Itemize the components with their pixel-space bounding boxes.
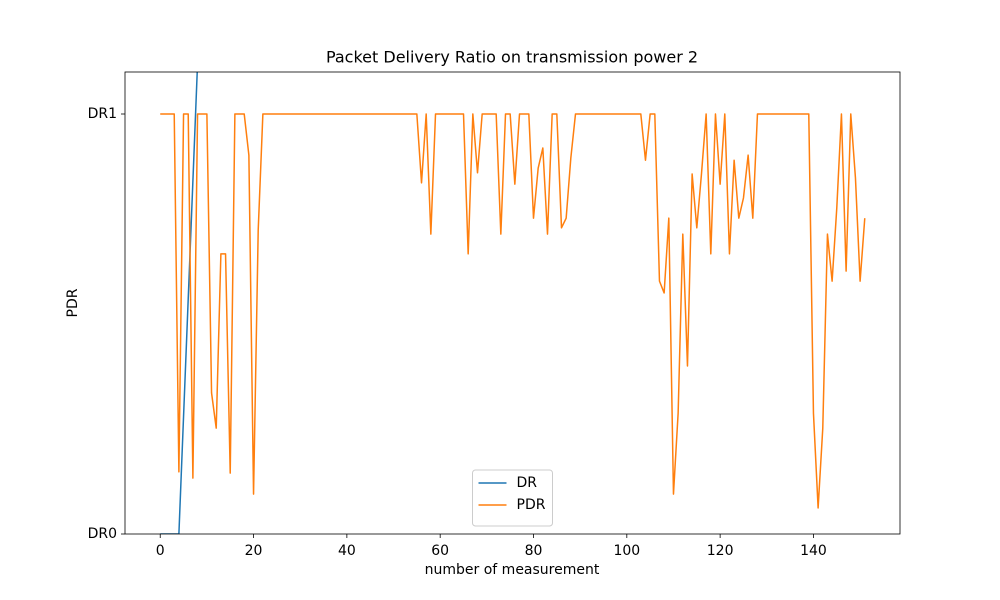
x-axis-label: number of measurement (425, 562, 600, 578)
x-tick-label: 120 (707, 543, 734, 559)
x-tick-label: 100 (613, 543, 640, 559)
x-tick-label: 80 (525, 543, 543, 559)
data-line (160, 72, 198, 534)
y-tick-label: DR1 (88, 106, 117, 122)
plot-area (160, 72, 866, 534)
y-tick-label: DR0 (88, 526, 117, 542)
x-tick-label: 0 (156, 543, 165, 559)
legend-label: DR (517, 475, 538, 491)
x-tick-label: 40 (338, 543, 356, 559)
x-tick-label: 60 (431, 543, 449, 559)
data-line (160, 113, 866, 509)
y-axis-label: PDR (65, 288, 81, 317)
x-tick-label: 20 (245, 543, 263, 559)
axes-frame (124, 71, 901, 535)
x-tick-label: 140 (800, 543, 827, 559)
legend-box (472, 469, 553, 527)
chart-title: Packet Delivery Ratio on transmission po… (326, 48, 698, 67)
legend-label: PDR (517, 497, 546, 513)
